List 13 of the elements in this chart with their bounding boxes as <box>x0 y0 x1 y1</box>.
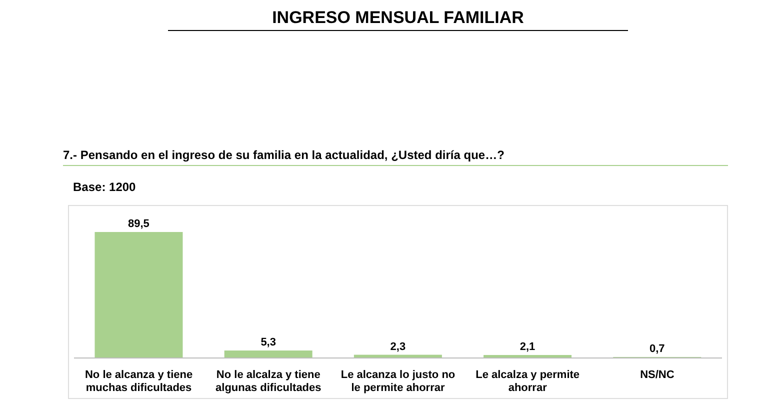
data-label: 2,3 <box>390 340 406 353</box>
x-tick-label: Le alcanza lo justo no le permite ahorrar <box>340 369 456 394</box>
chart-title: INGRESO MENSUAL FAMILIAR <box>168 8 628 31</box>
data-label: 5,3 <box>260 336 276 349</box>
x-tick-label: NS/NC <box>640 369 674 381</box>
x-tick-label: Le alcalza y permite ahorrar <box>476 369 580 394</box>
data-label: 89,5 <box>128 218 150 230</box>
data-label: 0,7 <box>649 343 665 356</box>
chart-subtitle: 7.- Pensando en el ingreso de su familia en la actualidad, ¿Usted diría que…? <box>63 148 728 166</box>
x-tick-label: No le alcalza y tiene algunas dificultades <box>216 369 322 394</box>
text: Base: 1200 <box>73 180 136 194</box>
data-label: 2,1 <box>520 341 536 354</box>
x-tick-label: No le alcanza y tiene muchas dificultades <box>84 369 193 394</box>
